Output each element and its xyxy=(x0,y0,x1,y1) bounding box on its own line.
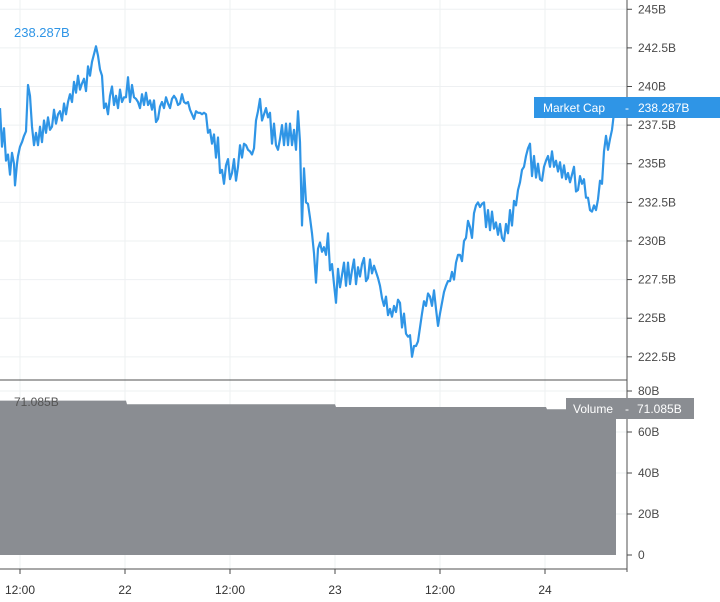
market-cap-tag-label: Market Cap xyxy=(543,101,605,115)
price-tick-label: 237.5B xyxy=(638,118,676,132)
volume-axis[interactable]: 80B 60B 40B 20B 0 xyxy=(627,384,659,562)
volume-tag-label: Volume xyxy=(573,402,613,416)
volume-pane xyxy=(0,400,616,555)
price-tick-label: 232.5B xyxy=(638,195,676,209)
price-tick-label: 245B xyxy=(638,2,666,16)
price-tick-label: 222.5B xyxy=(638,350,676,364)
volume-tick-label: 80B xyxy=(638,384,659,398)
price-tick-label: 240B xyxy=(638,80,666,94)
time-axis[interactable]: 12:00 22 12:00 23 12:00 24 xyxy=(5,569,552,597)
market-cap-last-value-tag: Market Cap - 238.287B xyxy=(534,97,720,118)
time-tick-label: 12:00 xyxy=(5,583,35,597)
volume-tag-dash: - xyxy=(625,402,629,416)
market-cap-tag-value: 238.287B xyxy=(638,101,689,115)
time-tick-label: 12:00 xyxy=(425,583,455,597)
volume-tick-label: 20B xyxy=(638,507,659,521)
volume-top-value: 71.085B xyxy=(14,395,59,409)
price-tick-label: 235B xyxy=(638,157,666,171)
price-axis[interactable]: 245B 242.5B 240B 237.5B 235B 232.5B 230B 227.5B… xyxy=(627,2,676,364)
volume-tick-label: 0 xyxy=(638,548,645,562)
price-tick-label: 242.5B xyxy=(638,41,676,55)
price-tick-label: 225B xyxy=(638,311,666,325)
volume-last-value-tag: Volume - 71.085B xyxy=(566,398,694,419)
time-tick-label: 12:00 xyxy=(215,583,245,597)
time-tick-label: 23 xyxy=(328,583,342,597)
volume-tick-label: 60B xyxy=(638,425,659,439)
market-cap-tag-dash: - xyxy=(625,101,629,115)
market-cap-tag-background xyxy=(534,97,720,118)
volume-tick-label: 40B xyxy=(638,466,659,480)
price-tick-label: 230B xyxy=(638,234,666,248)
volume-area xyxy=(0,400,616,555)
time-tick-label: 24 xyxy=(538,583,552,597)
price-tick-label: 227.5B xyxy=(638,273,676,287)
volume-tag-value: 71.085B xyxy=(637,402,682,416)
market-cap-top-value: 238.287B xyxy=(14,25,70,40)
price-pane xyxy=(0,45,618,358)
volume-tag-background xyxy=(566,398,694,419)
market-cap-line xyxy=(0,45,618,358)
time-tick-label: 22 xyxy=(118,583,132,597)
